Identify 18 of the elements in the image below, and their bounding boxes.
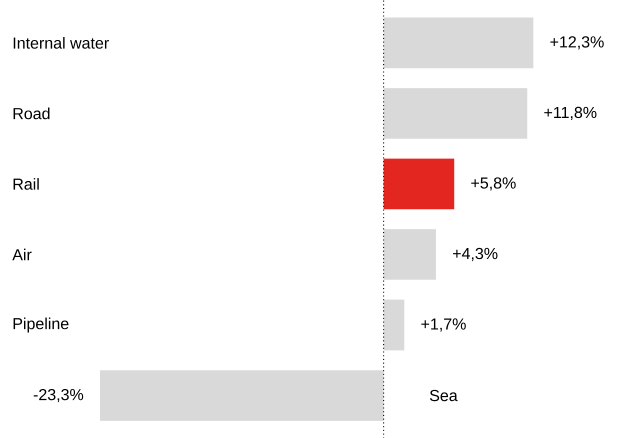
- y-tick-label: Pipeline: [14, 317, 68, 332]
- y-tick-label: Internal water: [14, 36, 109, 49]
- bar: [384, 17, 534, 68]
- bar: [384, 228, 436, 280]
- data-label: -23,3%: [34, 388, 84, 402]
- bar: [100, 370, 384, 421]
- y-tick-label: Sea: [430, 390, 458, 402]
- data-label: +4,3%: [452, 248, 498, 261]
- data-label: +1,7%: [421, 318, 466, 332]
- bar: [384, 88, 528, 139]
- y-tick-label: Air: [12, 248, 32, 260]
- y-tick-label: Rail: [14, 178, 39, 190]
- data-label: +12,3%: [550, 36, 604, 50]
- y-tick-label: Road: [14, 107, 50, 120]
- bar: [384, 299, 404, 350]
- bar: [384, 158, 454, 210]
- data-label: +11,8%: [544, 106, 596, 120]
- data-label: +5,8%: [471, 177, 516, 190]
